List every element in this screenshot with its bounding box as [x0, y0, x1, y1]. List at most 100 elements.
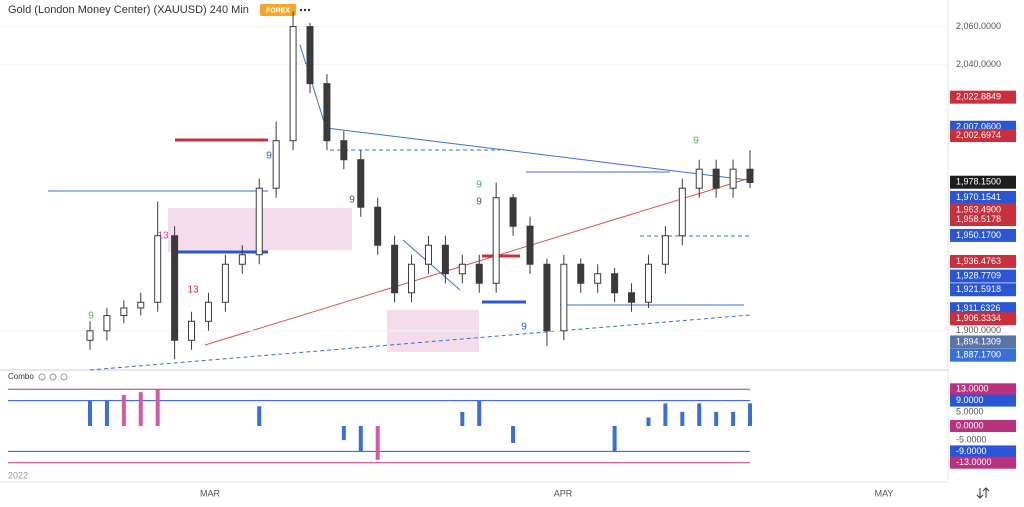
candle-body — [577, 263, 585, 284]
badge-bg — [260, 4, 296, 16]
candle-body — [729, 168, 737, 189]
indicator-tag — [950, 420, 1016, 432]
trend-line — [325, 127, 749, 181]
indicator-bar — [88, 400, 92, 426]
indicator-bar — [748, 403, 752, 426]
indicator-tag-label: 13.0000 — [956, 384, 989, 394]
price-tag — [950, 302, 1016, 316]
annotation: 9 — [266, 151, 272, 162]
y-tick-label: 1,900.0000 — [956, 325, 1001, 335]
indicator-bar — [680, 411, 685, 426]
indicator-tag-label: 0.0000 — [956, 420, 984, 430]
indicator-bar — [138, 392, 143, 426]
candle-body — [221, 263, 229, 303]
candle-body — [509, 197, 517, 227]
price-tag-label: 1,906.3334 — [956, 313, 1001, 323]
candle-body — [103, 315, 111, 332]
indicator-bar — [477, 400, 482, 426]
indicator-bar — [341, 426, 346, 441]
candle-body — [137, 301, 145, 309]
candle-body — [678, 187, 686, 237]
candle-body — [526, 225, 534, 265]
price-tag — [950, 335, 1016, 349]
candle-body — [661, 235, 669, 265]
indicator-bar — [358, 426, 363, 452]
price-tag-label: 1,911.6326 — [956, 303, 1000, 313]
candle-body — [120, 307, 128, 317]
indicator-bar — [460, 411, 465, 426]
candle-body — [306, 26, 314, 85]
candle-body — [560, 263, 568, 332]
candle-body — [408, 263, 416, 294]
price-tag — [950, 283, 1016, 297]
candle-body — [238, 254, 246, 265]
indicator-bar — [714, 411, 719, 426]
zone — [268, 208, 352, 250]
price-tag-label: 1,970.1541 — [956, 192, 1001, 202]
candle-body — [628, 292, 636, 303]
annotation: 9 — [349, 195, 355, 206]
trend-line — [299, 44, 327, 129]
indicator-bar — [663, 403, 668, 426]
candle-body — [644, 263, 652, 303]
indicator-tick-label: 5.0000 — [956, 406, 984, 416]
badge: FOREX — [266, 7, 290, 14]
annotation: 13 — [157, 231, 169, 242]
annotation: 9 — [693, 136, 699, 147]
x-label: 2022 — [8, 470, 28, 480]
indicator-tag-label: -13.0000 — [956, 457, 992, 467]
icon[interactable] — [60, 373, 68, 381]
indicator-tick-label: -5.0000 — [956, 434, 987, 444]
price-tag-label: 1,894.1309 — [956, 336, 1001, 346]
indicator-tag-label: -9.0000 — [956, 446, 987, 456]
indicator-tag — [950, 394, 1016, 407]
menu-dot[interactable] — [307, 8, 311, 12]
chart-title: Gold (London Money Center) (XAUUSD) 240 … — [8, 4, 249, 16]
menu-dot[interactable] — [299, 8, 303, 12]
icon[interactable] — [38, 373, 46, 381]
annotation: 9 — [88, 311, 94, 322]
menu-dot[interactable] — [303, 8, 307, 12]
icon[interactable] — [49, 373, 57, 381]
price-tag-label: 1,928.7709 — [956, 270, 1001, 280]
zone — [168, 208, 268, 252]
indicator-bar — [257, 406, 262, 426]
price-tag — [950, 213, 1016, 227]
price-tag — [950, 254, 1016, 268]
indicator-tag — [950, 456, 1016, 469]
candle-body — [340, 140, 348, 161]
scale-toggle[interactable] — [976, 487, 990, 499]
candle-body — [272, 140, 280, 189]
candle-body — [86, 330, 94, 341]
indicator-tag-label: 9.0000 — [956, 395, 984, 405]
price-tag-label: 1,963.4900 — [956, 204, 1001, 214]
candle-body — [441, 244, 449, 275]
price-tag — [950, 228, 1016, 242]
trend-line — [402, 239, 461, 291]
candle-body — [188, 320, 196, 341]
candle-body — [458, 263, 466, 275]
candle-body — [611, 273, 619, 294]
x-label: MAY — [875, 488, 894, 498]
price-tag — [950, 348, 1016, 362]
annotation: 13 — [187, 285, 199, 296]
indicator-bar — [104, 400, 109, 426]
price-tag-label: 2,022.8849 — [956, 92, 1001, 102]
price-tag — [950, 269, 1016, 283]
price-tag — [950, 129, 1016, 143]
price-tag-label: 1,950.1700 — [956, 230, 1001, 240]
candle-body — [323, 83, 331, 142]
candle-body — [374, 206, 382, 246]
price-tag-label: 2,007.0600 — [956, 122, 1001, 132]
candle-body — [255, 187, 263, 256]
candle-body — [594, 273, 602, 284]
candle-body — [712, 168, 720, 189]
price-tag — [950, 190, 1016, 204]
candle-body — [543, 263, 551, 332]
candle-body — [746, 168, 754, 183]
price-tag-label: 1,958.5178 — [956, 214, 1001, 224]
candle-body — [357, 159, 365, 208]
indicator-bar — [646, 417, 651, 426]
